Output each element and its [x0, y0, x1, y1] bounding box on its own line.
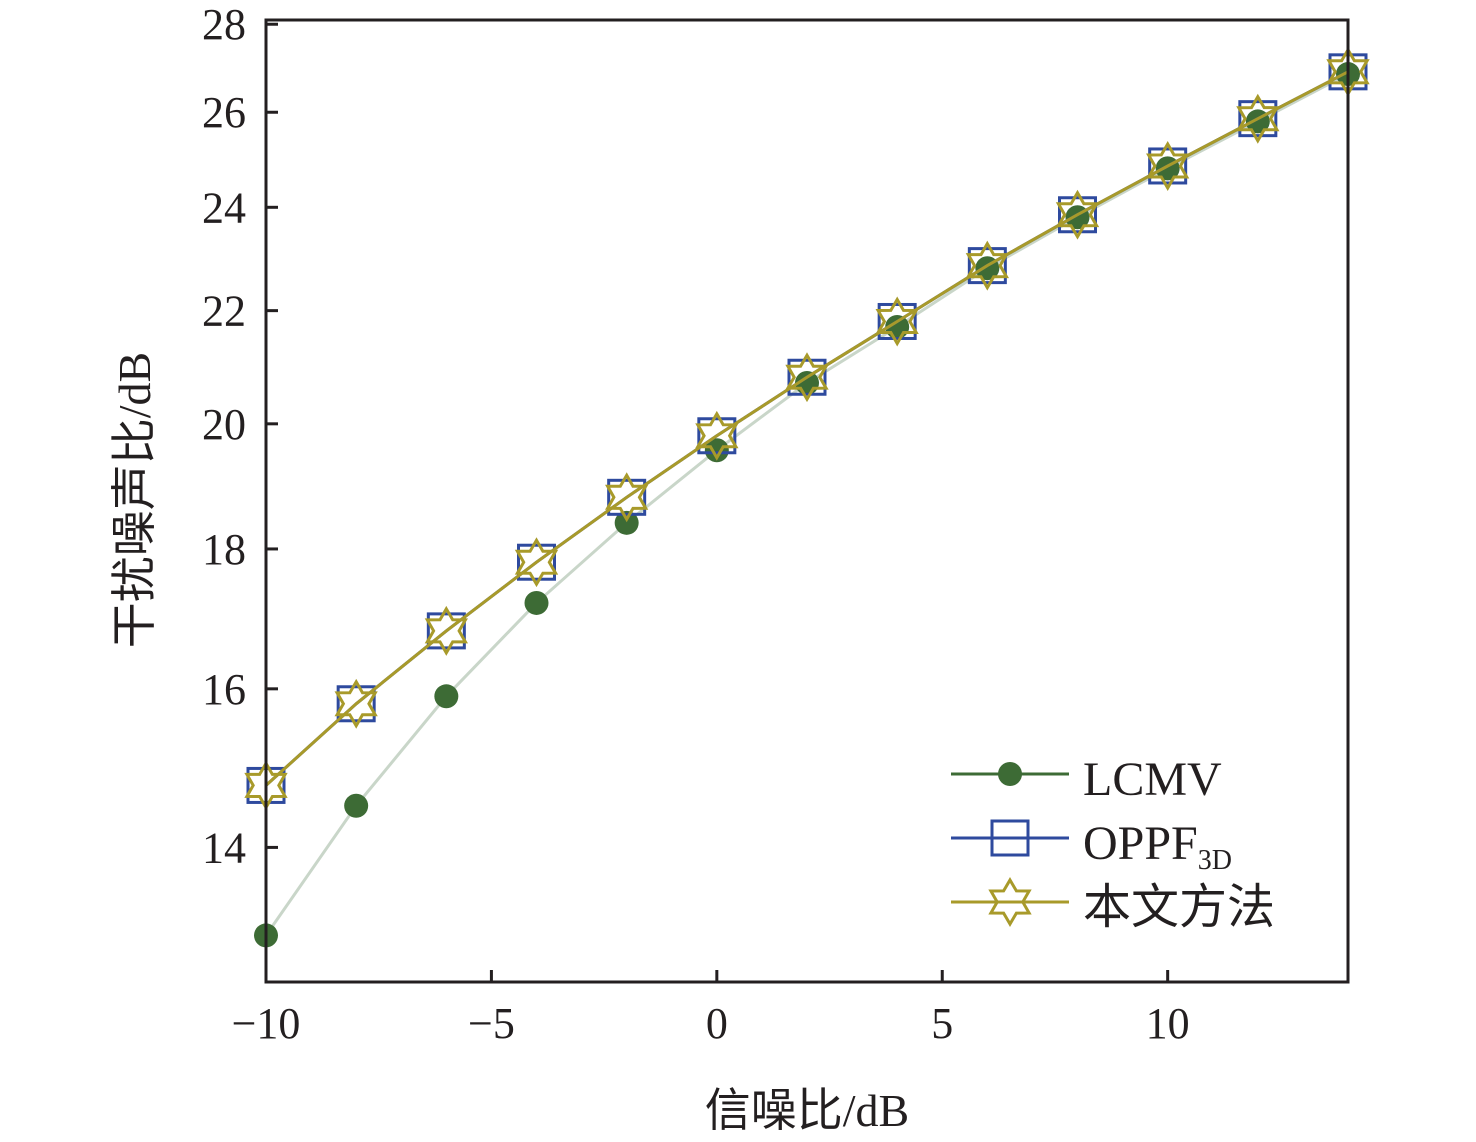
square-marker: [990, 819, 1030, 857]
square-marker: [517, 543, 556, 581]
x-tick-label: −10: [232, 999, 301, 1048]
y-tick-label: 14: [202, 823, 246, 872]
square-marker: [877, 302, 917, 340]
series-line: [264, 72, 1349, 937]
square-marker: [787, 358, 827, 396]
x-tick-label: 5: [931, 999, 953, 1048]
hexagram-marker: [695, 410, 739, 461]
hexagram-marker: [424, 605, 468, 656]
x-tick-label: −5: [468, 999, 515, 1048]
square-marker: [967, 247, 1007, 285]
hexagram-outline: [1055, 189, 1100, 240]
hexagram-marker: [1236, 93, 1280, 144]
legend-label: LCMV: [1083, 753, 1222, 806]
legend-label: OPPF3D: [1083, 817, 1232, 876]
hexagram-marker: [1055, 189, 1100, 240]
y-tick-label: 18: [202, 525, 246, 574]
x-axis-label: 信噪比/dB: [705, 1085, 909, 1136]
y-tick-label: 24: [202, 183, 246, 232]
legend-item: LCMV: [951, 753, 1222, 806]
square-marker: [1238, 100, 1278, 138]
plot-frame: [264, 18, 1350, 984]
circle-marker: [704, 438, 729, 463]
circle-marker: [614, 510, 639, 535]
circle-marker: [524, 590, 549, 615]
circle-marker: [998, 762, 1022, 786]
hexagram-marker: [965, 240, 1009, 291]
y-tick-label: 28: [202, 0, 246, 49]
circle-marker: [344, 793, 369, 818]
hexagram-outline: [988, 877, 1032, 927]
hexagram-outline: [424, 605, 468, 656]
series-1: [246, 53, 1368, 804]
hexagram-outline: [1236, 93, 1280, 144]
hexagram-marker: [605, 472, 649, 523]
hexagram-outline: [334, 678, 378, 729]
square-marker: [607, 478, 647, 516]
hexagram-outline: [605, 472, 649, 523]
square-marker: [1058, 196, 1097, 234]
hexagram-outline: [514, 537, 559, 588]
y-tick-label: 22: [202, 287, 246, 336]
square-marker: [426, 612, 466, 650]
hexagram-outline: [785, 352, 829, 403]
square-marker: [336, 685, 376, 723]
series-layer: [244, 46, 1370, 948]
y-axis-label: 干扰噪声比/dB: [109, 352, 160, 648]
hexagram-marker: [334, 678, 378, 729]
series-line: [264, 70, 1349, 787]
hexagram-marker: [1146, 141, 1190, 192]
square-marker: [697, 417, 737, 455]
circle-marker: [434, 684, 459, 709]
x-tick-label: 10: [1146, 999, 1190, 1048]
axes-layer: −10 −5 0 5 10 14 16 18 20 22 24 26 28: [202, 0, 1190, 1048]
legend-label: 本文方法: [1083, 881, 1275, 934]
legend-item: OPPF3D: [951, 817, 1232, 876]
hexagram-outline: [875, 296, 919, 347]
hexagram-outline: [965, 240, 1009, 291]
hexagram-outline: [1146, 141, 1190, 192]
hexagram-outline: [695, 410, 739, 461]
hexagram-marker: [785, 352, 829, 403]
y-tick-label: 26: [202, 88, 246, 137]
hexagram-marker: [514, 537, 559, 588]
y-tick-label: 16: [202, 665, 246, 714]
legend-item: 本文方法: [951, 877, 1275, 934]
y-tick-label: 20: [202, 400, 246, 449]
hexagram-marker: [875, 296, 919, 347]
square-marker: [1148, 147, 1188, 185]
legend-label-subscript: 3D: [1198, 845, 1232, 876]
series-2: [244, 46, 1370, 811]
series-0: [254, 62, 1360, 948]
hexagram-marker: [988, 877, 1032, 927]
x-tick-label: 0: [706, 999, 728, 1048]
